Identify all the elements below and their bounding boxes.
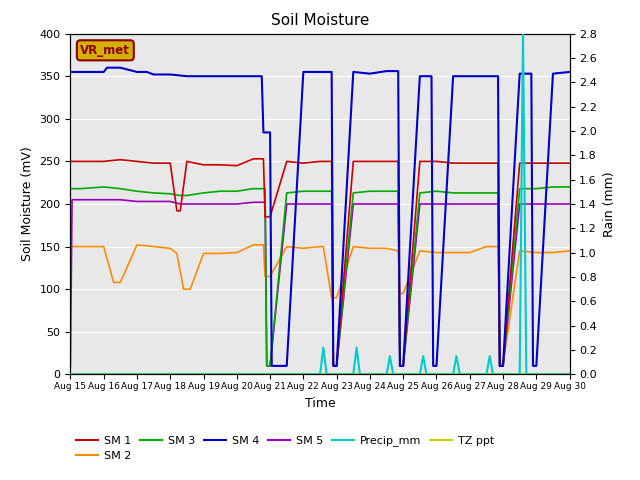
Legend: SM 1, SM 2, SM 3, SM 4, SM 5, Precip_mm, TZ ppt: SM 1, SM 2, SM 3, SM 4, SM 5, Precip_mm,…	[72, 431, 499, 466]
Text: VR_met: VR_met	[81, 44, 131, 57]
X-axis label: Time: Time	[305, 396, 335, 409]
Y-axis label: Soil Moisture (mV): Soil Moisture (mV)	[21, 146, 34, 262]
Y-axis label: Rain (mm): Rain (mm)	[603, 171, 616, 237]
Title: Soil Moisture: Soil Moisture	[271, 13, 369, 28]
